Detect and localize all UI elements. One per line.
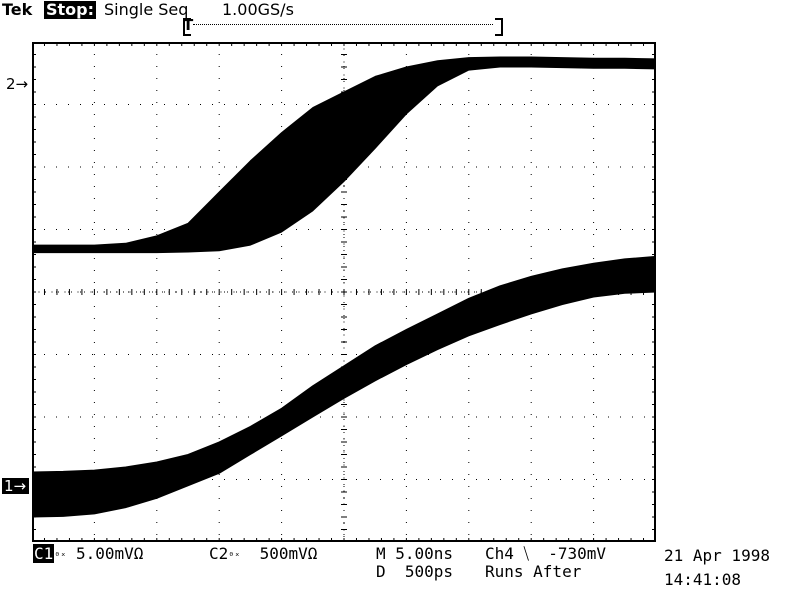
ch2-label: C2 <box>209 544 229 563</box>
ch1-ground-marker[interactable]: 1→ <box>2 478 30 494</box>
ch2-scale: 500mVΩ <box>259 544 318 563</box>
record-bracket-right <box>495 18 503 36</box>
record-bracket-left <box>183 18 191 36</box>
time-readout: 14:41:08 <box>664 570 742 589</box>
runs-after-readout: Runs After <box>485 562 582 581</box>
record-span <box>193 24 493 25</box>
date-readout: 21 Apr 1998 <box>664 546 770 565</box>
status-bar: Tek Stop: Single Seq 1.00GS/s <box>0 0 800 20</box>
ch2-readout[interactable]: C2₀ₓ 500mVΩ <box>209 545 317 563</box>
delay-readout[interactable]: D 500ps <box>376 562 454 581</box>
ch2-ground-marker[interactable]: 2→ <box>6 75 29 93</box>
sample-rate: 1.00GS/s <box>222 0 294 19</box>
brand-label: Tek <box>2 0 33 19</box>
trigger-position-marker[interactable]: T <box>183 16 194 34</box>
ch1-trace-envelope <box>32 255 656 518</box>
ch1-scale: 5.00mVΩ <box>75 544 144 563</box>
ch1-coupling-icon: ₀ₓ <box>54 548 67 559</box>
ch1-label: C1 <box>33 544 55 563</box>
graticule-svg <box>32 42 656 542</box>
run-state-indicator[interactable]: Stop: <box>44 0 97 19</box>
record-position-bar[interactable]: T <box>183 16 503 36</box>
main-timebase[interactable]: M 5.00ns <box>376 544 454 563</box>
waveform-display[interactable] <box>32 42 656 542</box>
acquisition-mode[interactable]: Single Seq <box>104 0 189 19</box>
ch2-trace-envelope <box>32 56 656 254</box>
ch1-readout[interactable]: C1₀ₓ 5.00mVΩ <box>33 544 144 563</box>
ch2-coupling-icon: ₀ₓ <box>228 548 241 559</box>
trigger-readout[interactable]: Ch4 ⧹ -730mV <box>485 544 607 563</box>
